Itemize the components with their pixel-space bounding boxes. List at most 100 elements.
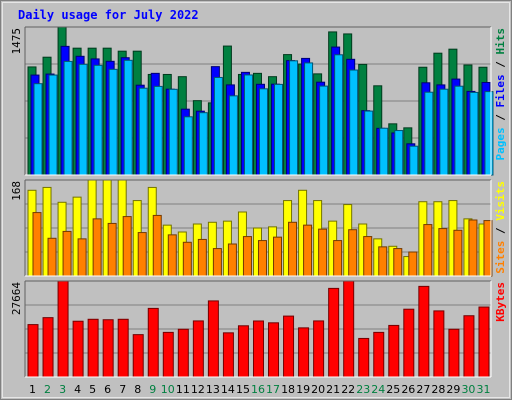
pages-bar (258, 88, 268, 176)
pages-bar (153, 85, 163, 176)
legend-entry-sites: Sites (494, 241, 507, 274)
pages-bar (319, 85, 329, 176)
x-tick-label: 22 (341, 383, 355, 396)
sites-bar (288, 221, 298, 277)
sites-bar (438, 228, 448, 277)
kbytes-bar (27, 324, 39, 378)
chart-title: Daily usage for July 2022 (18, 8, 199, 22)
x-tick-label: 2 (44, 383, 51, 396)
x-tick-label: 5 (89, 383, 96, 396)
sites-bar (318, 228, 328, 277)
sites-bar (423, 224, 433, 277)
sites-bar (182, 241, 192, 277)
kbytes-bar (433, 310, 445, 378)
pages-bar (183, 116, 193, 176)
sites-bar (393, 248, 403, 277)
sites-bar (227, 243, 237, 277)
sites-bar (273, 236, 283, 277)
series-kbytes (27, 280, 490, 378)
kbytes-bar (177, 328, 189, 378)
sites-bar (468, 219, 478, 277)
pages-bar (213, 76, 223, 176)
sites-bar (107, 222, 117, 277)
sites-bar (122, 216, 132, 277)
sites-bar (32, 212, 42, 277)
legend-entry-kbytes: KBytes (494, 282, 507, 322)
kbytes-bar (207, 300, 219, 378)
kbytes-bar (283, 315, 295, 378)
kbytes-bar (463, 315, 475, 378)
kbytes-bar (298, 327, 310, 378)
x-tick-label: 3 (59, 383, 66, 396)
sites-bar (137, 232, 147, 277)
pages-bar (138, 87, 148, 176)
legend-separator: / (494, 55, 507, 75)
kbytes-bar (478, 306, 490, 378)
pages-bar (243, 74, 253, 176)
sites-bar (212, 248, 222, 277)
kbytes-bar (252, 320, 264, 378)
pages-bar (108, 68, 118, 176)
sites-bar (348, 229, 358, 277)
x-tick-label: 23 (356, 383, 370, 396)
kbytes-bar (162, 331, 174, 378)
panel-visits-ymax-label: 168 (10, 181, 23, 201)
pages-bar (349, 69, 359, 176)
x-tick-label: 8 (134, 383, 141, 396)
legend-entry-files: Files (494, 74, 507, 107)
sites-bar (167, 234, 177, 277)
legend-entry-hits: Hits (494, 28, 507, 55)
legend-separator: / (494, 108, 507, 128)
sites-bar (47, 237, 57, 277)
kbytes-bar (57, 280, 69, 378)
kbytes-bar (373, 331, 385, 378)
x-tick-label: 11 (176, 383, 190, 396)
sites-bar (303, 224, 313, 277)
kbytes-bar (268, 322, 280, 378)
kbytes-bar (192, 320, 204, 378)
x-axis-ticks: 1 2 3 4 5 6 7 8 9 10 11 12 13 14 15 16 17 18 19 20 21 22 23 24 2… (29, 383, 490, 396)
pages-bar (304, 62, 314, 176)
kbytes-bar (147, 307, 159, 378)
panel-kbytes-legend: KBytes (494, 282, 507, 322)
sites-bar (197, 238, 207, 277)
sites-bar (242, 236, 252, 277)
sites-bar (77, 238, 87, 277)
pages-bar (78, 63, 88, 176)
sites-bar (257, 240, 267, 277)
sites-bar (408, 251, 418, 277)
pages-bar (93, 64, 103, 176)
kbytes-bar (102, 319, 114, 378)
pages-bar (439, 88, 449, 176)
x-tick-label: 21 (326, 383, 340, 396)
x-tick-label: 17 (266, 383, 280, 396)
chart-panels: 1475 Pages / Files / Hits 168 Sites / Visit… (10, 26, 507, 378)
x-tick-label: 29 (446, 383, 460, 396)
kbytes-bar (448, 328, 460, 378)
x-tick-label: 4 (74, 383, 81, 396)
kbytes-bar (328, 287, 340, 378)
x-tick-label: 9 (149, 383, 156, 396)
x-tick-label: 19 (296, 383, 310, 396)
kbytes-bar (388, 324, 400, 378)
kbytes-bar (117, 318, 129, 378)
sites-bar (333, 240, 343, 277)
x-tick-label: 7 (119, 383, 126, 396)
pages-bar (334, 54, 344, 176)
kbytes-bar (313, 320, 325, 378)
x-tick-label: 26 (401, 383, 415, 396)
panel-kbytes-ymax-label: 27664 (10, 282, 23, 315)
legend-entry-visits: Visits (494, 181, 507, 221)
sites-bar (92, 218, 102, 277)
pages-bar (454, 85, 464, 176)
x-tick-label: 25 (386, 383, 400, 396)
kbytes-bar (343, 280, 355, 378)
sites-bar (453, 229, 463, 277)
panel-hits-ymax-label: 1475 (10, 28, 23, 55)
kbytes-bar (72, 320, 84, 378)
pages-bar (364, 110, 374, 176)
panel-kbytes: 27664 KBytes (10, 280, 507, 378)
series-sites (32, 212, 493, 277)
pages-bar (274, 83, 284, 176)
